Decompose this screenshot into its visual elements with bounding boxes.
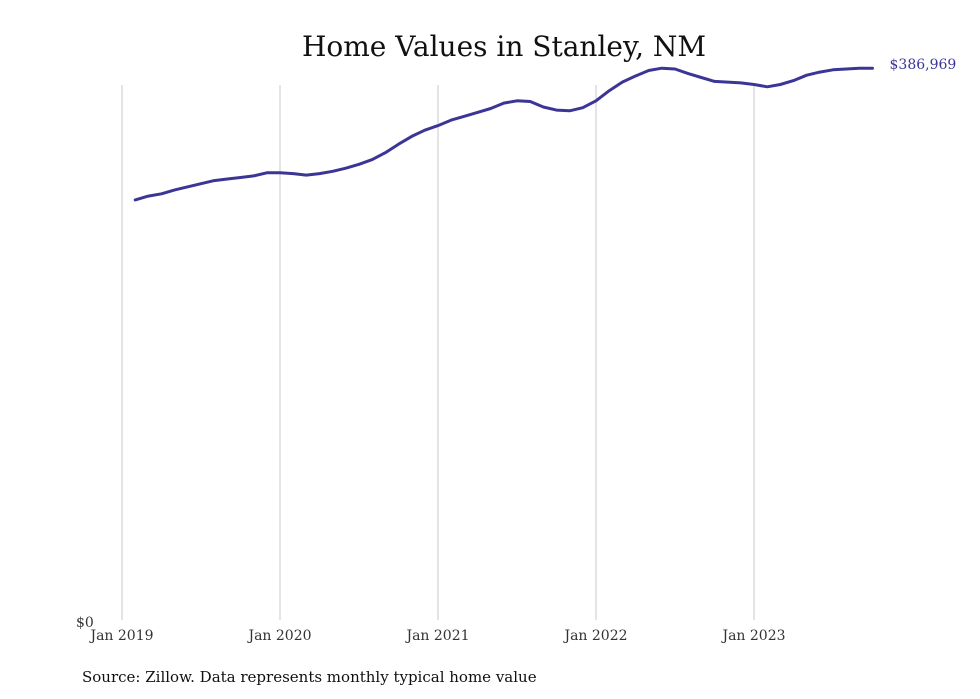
x-tick-label: Jan 2022: [562, 628, 627, 644]
x-tick-label: Jan 2023: [720, 628, 785, 644]
source-note: Source: Zillow. Data represents monthly …: [82, 668, 537, 686]
x-tick-label: Jan 2019: [88, 628, 153, 644]
x-axis-ticks: Jan 2019 Jan 2020 Jan 2021 Jan 2022 Jan 2023: [88, 628, 785, 644]
grid-lines: [121, 85, 755, 620]
y-tick-label: $0: [76, 615, 94, 631]
chart-title: Home Values in Stanley, NM: [301, 30, 707, 63]
series-line: [133, 66, 874, 202]
x-tick-label: Jan 2021: [404, 628, 469, 644]
x-tick-label: Jan 2020: [246, 628, 311, 644]
end-value-label: $386,969: [890, 57, 957, 73]
